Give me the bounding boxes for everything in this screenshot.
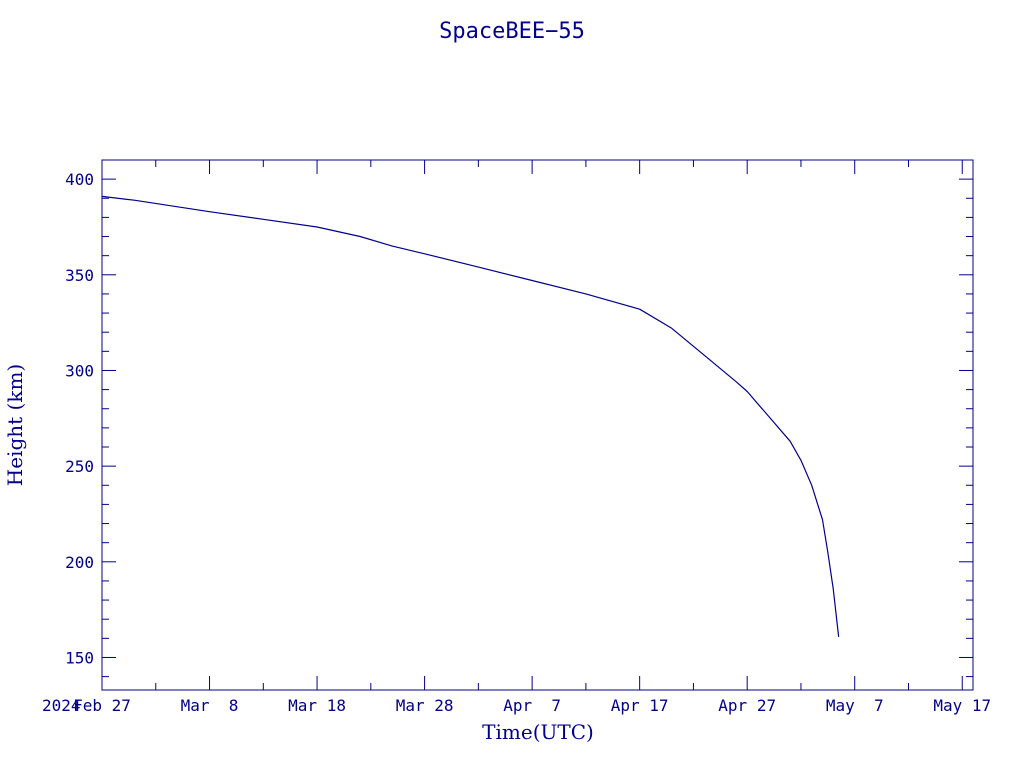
x-tick-label: Apr 17 (611, 696, 669, 715)
x-tick-label: Apr 7 (503, 696, 561, 715)
y-tick-label: 150 (65, 648, 94, 667)
plot-frame (101, 159, 974, 691)
y-axis-label: Height (km) (3, 364, 27, 486)
x-tick-label: Feb 27 (73, 696, 131, 715)
x-tick-label: Mar 18 (288, 696, 346, 715)
y-axis: 150 200 250 300 350 400 (65, 159, 973, 678)
x-year-label: 2024 (42, 696, 81, 715)
y-tick-label: 400 (65, 170, 94, 189)
x-axis-label: Time(UTC) (482, 720, 594, 744)
x-tick-label: Mar 8 (181, 696, 239, 715)
y-tick-label: 250 (65, 457, 94, 476)
y-tick-label: 200 (65, 553, 94, 572)
x-tick-label: Mar 28 (396, 696, 454, 715)
x-axis: Feb 27 Mar 8 Mar 18 Mar 28 Apr 7 Apr 17 Apr 27… (73, 160, 991, 715)
chart-title: SpaceBEE−55 (439, 19, 585, 44)
y-tick-label: 300 (65, 361, 94, 380)
x-tick-label: Apr 27 (718, 696, 776, 715)
y-tick-label: 350 (65, 266, 94, 285)
series-line (101, 195, 840, 637)
x-tick-label: May 7 (826, 696, 884, 715)
x-tick-label: May 17 (933, 696, 991, 715)
